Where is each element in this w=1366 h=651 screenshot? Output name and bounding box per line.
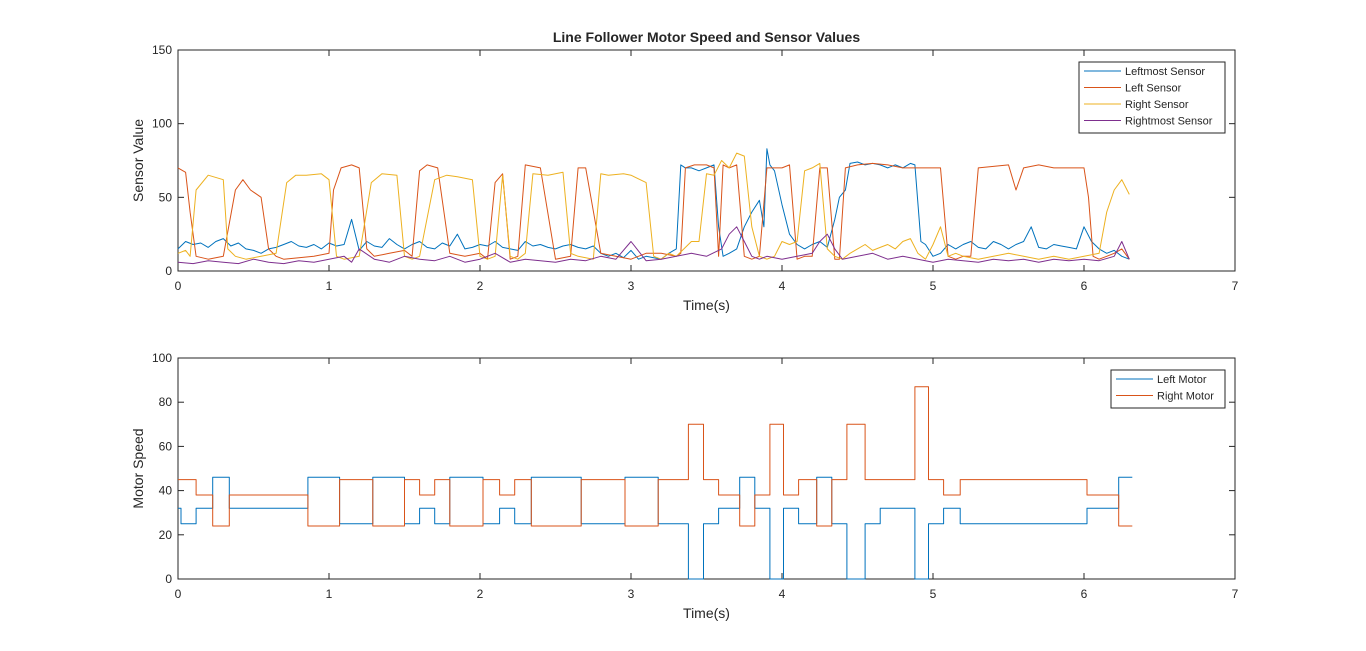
motor-plot-ytick-label: 40 <box>159 484 173 498</box>
motor-plot-ytick-label: 100 <box>152 351 172 365</box>
motor-plot-xtick-label: 5 <box>930 587 937 601</box>
series-line-left-sensor <box>177 162 1130 260</box>
sensor-plot-legend-box <box>1078 61 1226 134</box>
legend-label: Left Sensor <box>1125 83 1182 95</box>
motor-plot-xtick-label: 6 <box>1081 587 1088 601</box>
sensor-plot-ytick-label: 150 <box>152 43 172 57</box>
sensor-plot-xtick-label: 7 <box>1232 279 1239 293</box>
sensor-plot-xtick-label: 2 <box>477 279 484 293</box>
motor-plot-legend-box <box>1110 369 1226 409</box>
motor-plot-xtick-label: 0 <box>175 587 182 601</box>
sensor-plot-ylabel: Sensor Value <box>130 119 146 202</box>
legend-label: Left Motor <box>1157 374 1207 386</box>
motor-plot-ytick-label: 60 <box>159 439 173 453</box>
motor-plot-xlabel: Time(s) <box>683 605 730 621</box>
motor-plot-xtick-label: 1 <box>326 587 333 601</box>
motor-plot-ytick-label: 80 <box>159 395 173 409</box>
sensor-plot-lines <box>177 148 1130 265</box>
sensor-plot-ytick-label: 50 <box>159 190 173 204</box>
legend-label: Leftmost Sensor <box>1125 66 1205 78</box>
series-line-rightmost-sensor <box>177 226 1130 265</box>
sensor-plot-xlabel: Time(s) <box>683 297 730 313</box>
sensor-plot-xtick-label: 0 <box>175 279 182 293</box>
series-line-right-sensor <box>177 152 1130 260</box>
motor-plot-xtick-label: 2 <box>477 587 484 601</box>
sensor-plot-xtick-label: 5 <box>930 279 937 293</box>
sensor-plot-xtick-label: 1 <box>326 279 333 293</box>
sensor-plot-xtick-label: 6 <box>1081 279 1088 293</box>
motor-plot-legend: Left Motor Right Motor <box>1110 369 1226 409</box>
motor-plot-ytick-label: 20 <box>159 528 173 542</box>
motor-plot-xtick-label: 3 <box>628 587 635 601</box>
sensor-plot-xtick-label: 4 <box>779 279 786 293</box>
series-line-right-motor <box>178 386 1133 527</box>
sensor-plot: Line Follower Motor Speed and Sensor Val… <box>130 29 1239 313</box>
motor-plot-ylabel: Motor Speed <box>130 428 146 508</box>
motor-plot-xtick-label: 7 <box>1232 587 1239 601</box>
legend-label: Right Motor <box>1157 391 1214 403</box>
sensor-plot-ytick-label: 0 <box>165 264 172 278</box>
sensor-plot-title: Line Follower Motor Speed and Sensor Val… <box>553 29 860 45</box>
legend-label: Right Sensor <box>1125 99 1189 111</box>
motor-plot-ytick-label: 0 <box>165 572 172 586</box>
sensor-plot-ytick-label: 100 <box>152 117 172 131</box>
motor-plot: 0 1 2 3 4 5 6 7 0 20 40 60 80 100 Time(s) Motor Speed… <box>130 351 1239 621</box>
series-line-left-motor <box>178 476 1133 580</box>
sensor-plot-xtick-label: 3 <box>628 279 635 293</box>
sensor-plot-legend: Leftmost Sensor Left Sensor Right Sensor Ri… <box>1078 61 1226 134</box>
motor-plot-xtick-label: 4 <box>779 587 786 601</box>
sensor-plot-ticks: 0 1 2 3 4 5 6 7 0 50 100 150 <box>152 43 1239 293</box>
series-line-leftmost-sensor <box>177 148 1130 260</box>
sensor-plot-area <box>177 49 1236 272</box>
legend-label: Rightmost Sensor <box>1125 116 1213 128</box>
motor-plot-ticks: 0 1 2 3 4 5 6 7 0 20 40 60 80 100 <box>152 351 1239 601</box>
motor-plot-lines <box>178 386 1133 580</box>
motor-plot-area <box>177 357 1236 580</box>
